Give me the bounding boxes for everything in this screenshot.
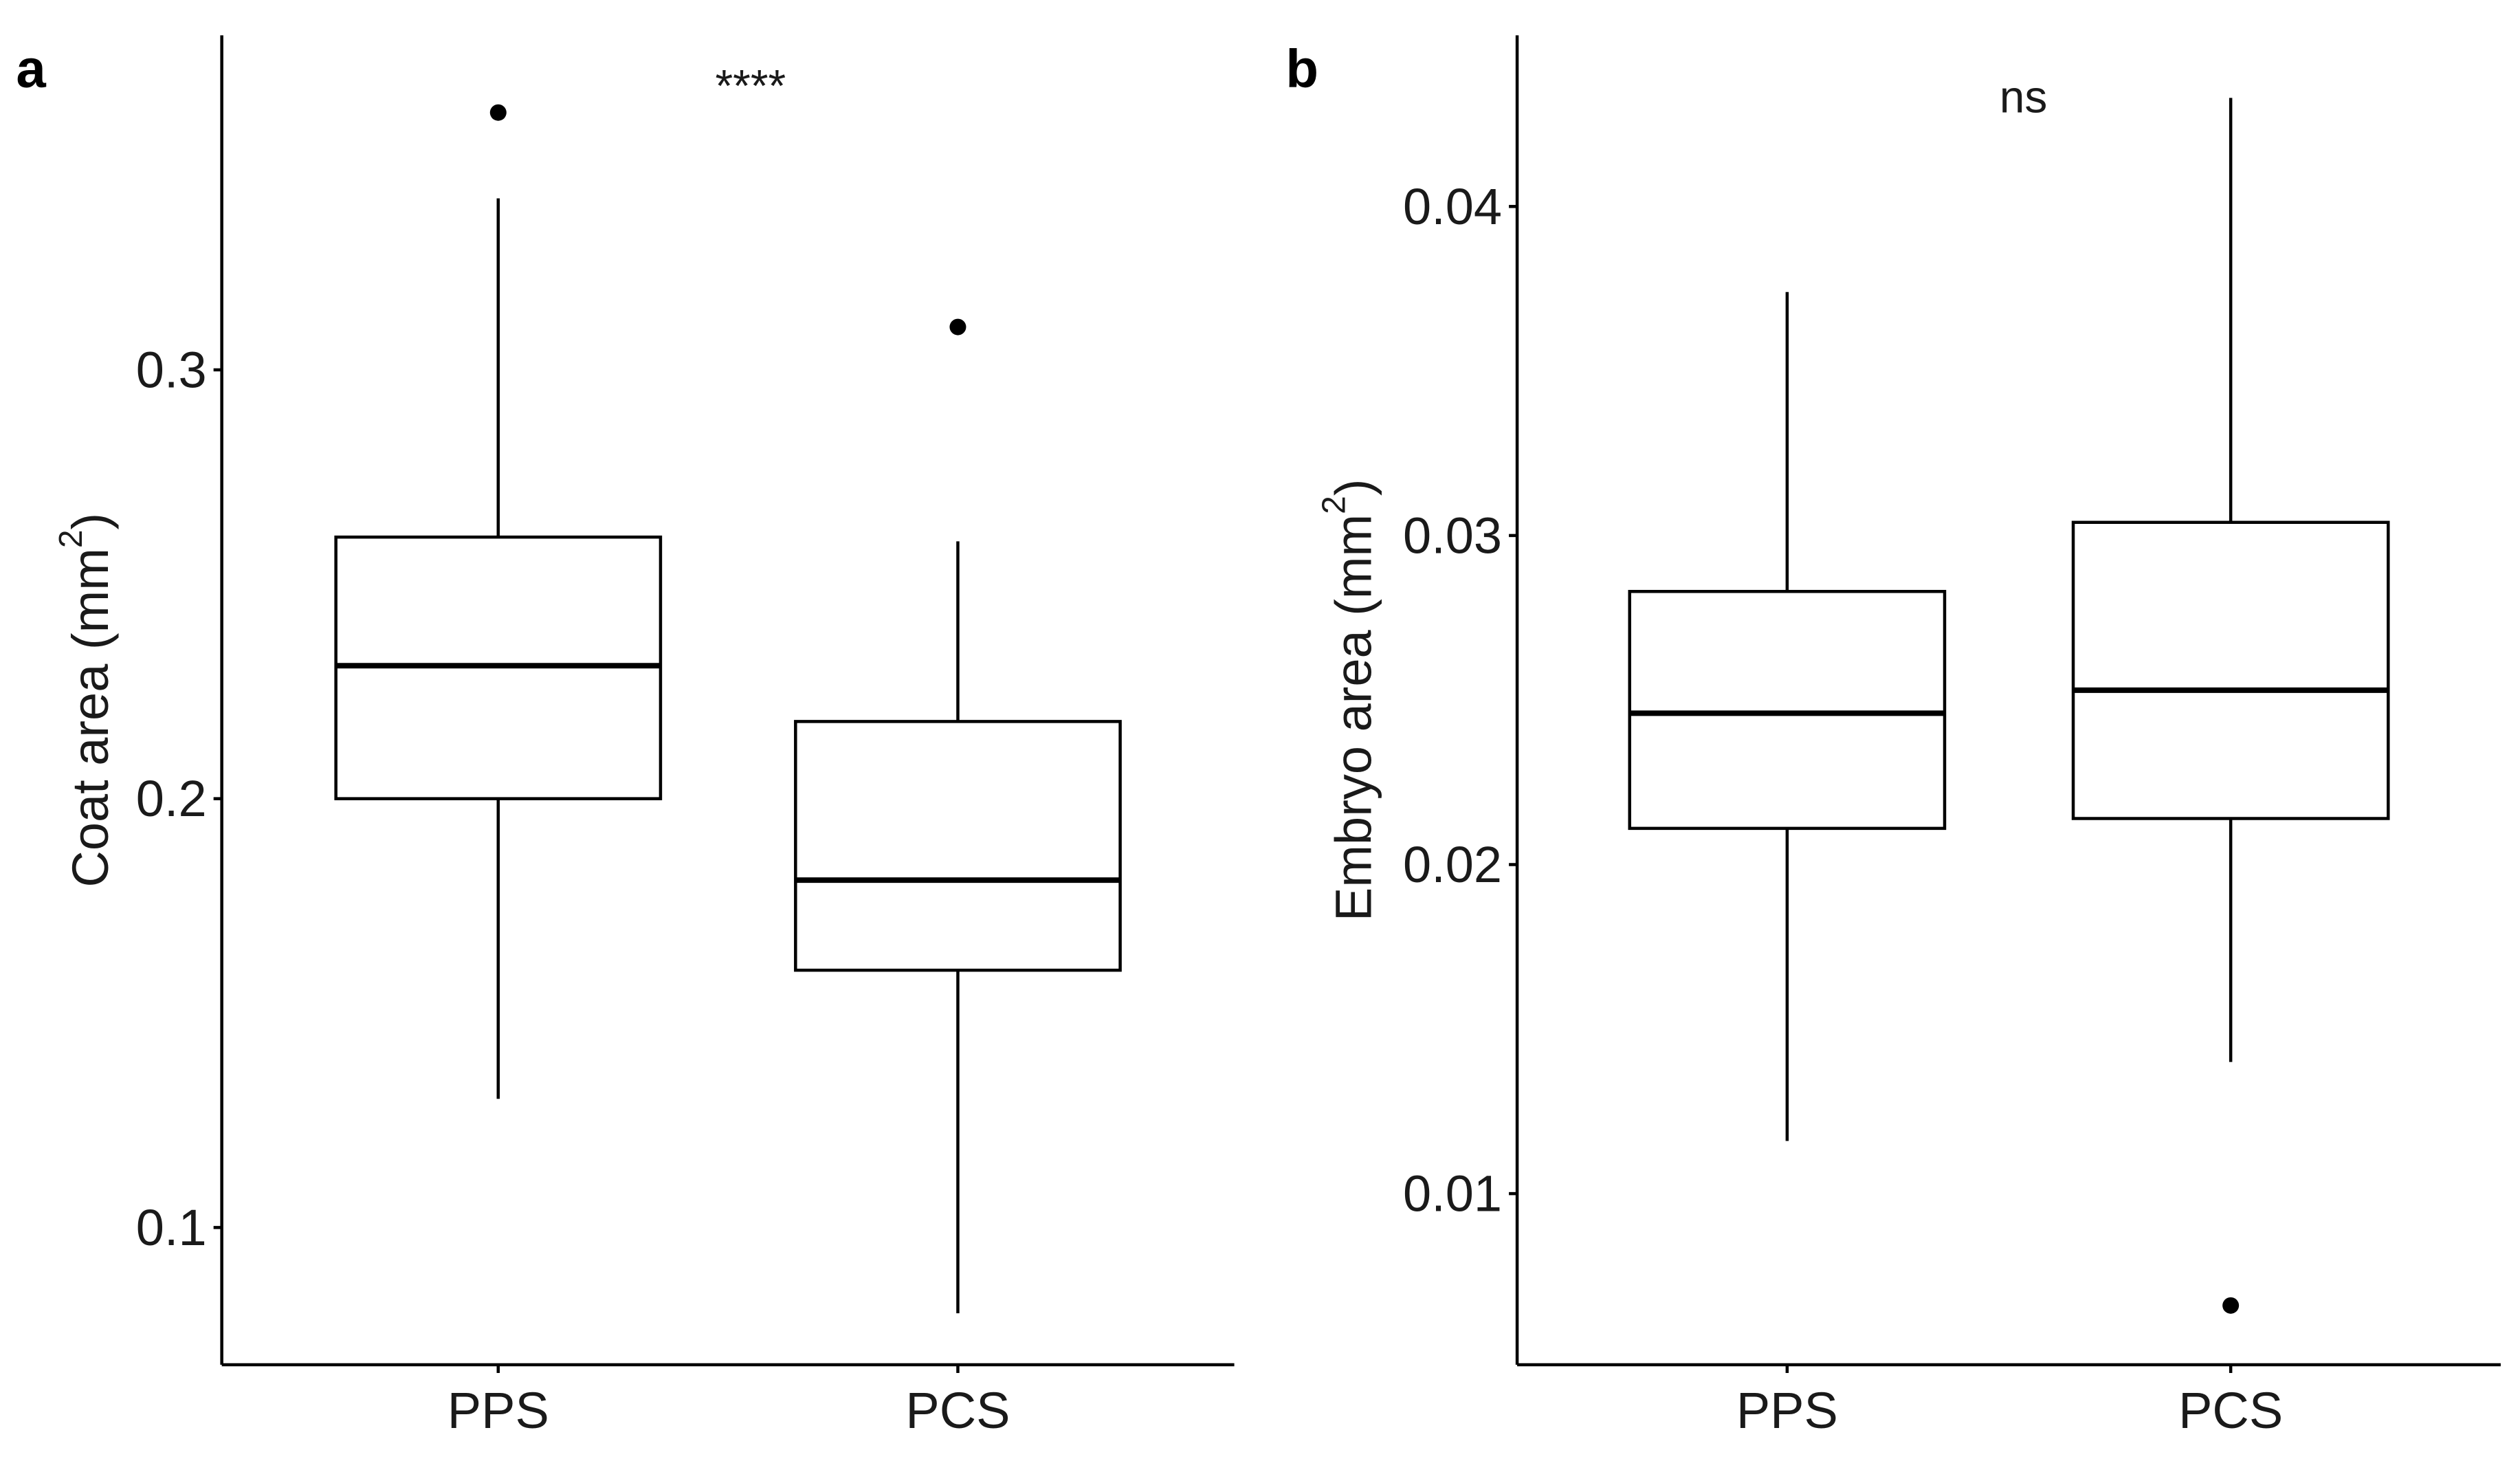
- panel-b-x-tick-label-pps: PPS: [1736, 1382, 1838, 1439]
- panel-a-outlier-point-pps: [489, 104, 507, 121]
- panel-b-iqr-box-pcs: [2071, 520, 2390, 820]
- panel-a: a Coat area (mm2) **** 0.1 0.2 0.3 PPS PCS: [16, 35, 1235, 1439]
- panel-b-y-axis-title: Embryo area (mm2): [1316, 479, 1382, 921]
- panel-a-y-axis-title-superscript: 2: [52, 529, 89, 548]
- panel-b-y-tick-label: 0.03: [1403, 507, 1502, 564]
- panel-b-y-tick-label: 0.04: [1403, 178, 1502, 235]
- panel-a-y-axis-title-main: Coat area (mm: [61, 548, 118, 887]
- panel-a-box-pps: [334, 104, 663, 1099]
- panel-a-y-tick-label: 0.1: [136, 1199, 207, 1256]
- panel-a-iqr-box-pcs: [794, 720, 1122, 972]
- panel-b-y-tick-label: 0.01: [1403, 1165, 1502, 1222]
- panel-a-x-tick-label-pps: PPS: [447, 1382, 549, 1439]
- panel-a-outlier-point-pcs: [949, 318, 966, 336]
- panel-b-box-pps: [1628, 292, 1947, 1141]
- panel-a-y-axis-title-close: ): [61, 513, 118, 530]
- panel-b-x-tick-label-pcs: PCS: [2178, 1382, 2283, 1439]
- panel-a-significance-label: ****: [715, 60, 786, 111]
- panel-b-y-axis-title-main: Embryo area (mm: [1325, 514, 1382, 921]
- panel-b-y-axis-title-superscript: 2: [1316, 496, 1352, 514]
- panel-b-outlier-point-pcs: [2222, 1297, 2240, 1314]
- panel-b-significance-label: ns: [2000, 72, 2048, 122]
- panel-b-y-tick-label: 0.02: [1403, 836, 1502, 893]
- panel-a-y-axis-title: Coat area (mm2): [52, 513, 118, 888]
- panel-b-box-pcs: [2071, 98, 2390, 1314]
- panel-b: b Embryo area (mm2) ns 0.01 0.02 0.03 0.04 P…: [1285, 35, 2501, 1439]
- panel-b-letter: b: [1285, 38, 1318, 98]
- panel-b-y-axis-title-close: ): [1325, 479, 1382, 496]
- panel-a-y-tick-label: 0.3: [136, 341, 207, 398]
- panel-a-y-tick-label: 0.2: [136, 770, 207, 827]
- panel-a-box-pcs: [794, 318, 1122, 1314]
- panel-b-iqr-box-pps: [1628, 590, 1947, 831]
- panel-a-letter: a: [16, 38, 46, 98]
- panel-a-x-tick-label-pcs: PCS: [905, 1382, 1010, 1439]
